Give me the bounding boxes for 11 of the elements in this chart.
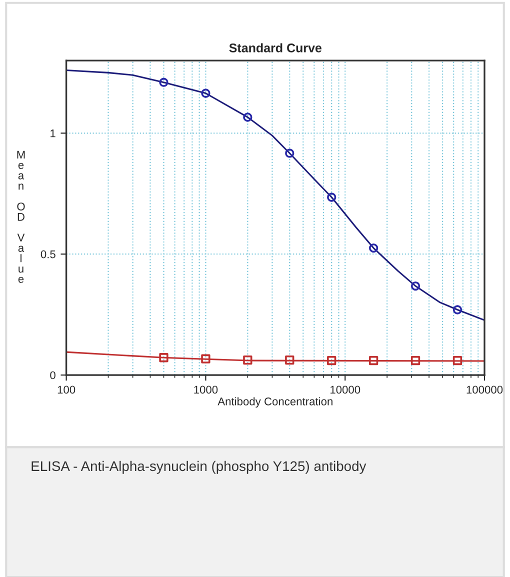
y-tick-label: 0.5 — [40, 250, 56, 258]
text: M e a n O D V a l u e — [17, 150, 25, 283]
x-tick-label: 1000 — [194, 386, 218, 394]
x-tick-label: 100 — [58, 386, 76, 394]
text: ELISA - Anti-Alpha-synuclein (phospho Y125) antibody — [32, 460, 366, 474]
y-tick-label: 1 — [50, 130, 56, 138]
x-tick-label: 10000 — [330, 386, 360, 394]
chart-title: Standard Curve — [229, 43, 322, 52]
x-tick-label: 100000 — [466, 386, 503, 394]
x-axis-title: Antibody Concentration — [218, 397, 332, 408]
y-tick-label: 0 — [50, 371, 56, 380]
